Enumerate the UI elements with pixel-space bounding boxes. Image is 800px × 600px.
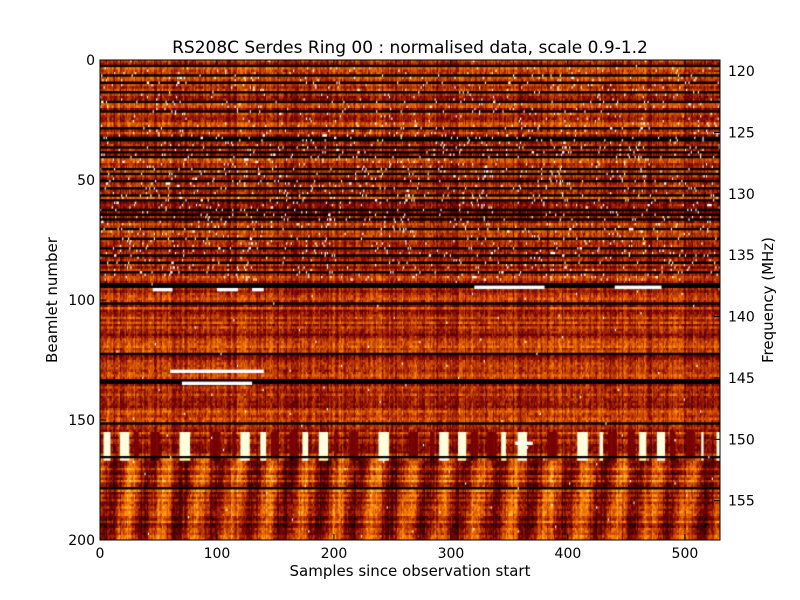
y-tick-label: 150 <box>68 413 95 429</box>
heatmap-canvas <box>100 60 720 540</box>
x-tick-label: 0 <box>96 546 105 562</box>
chart-title: RS208C Serdes Ring 00 : normalised data,… <box>172 38 648 58</box>
x-tick-label: 300 <box>438 546 465 562</box>
x-tick-label: 500 <box>672 546 699 562</box>
y-tick-label: 200 <box>68 533 95 549</box>
x-tick-label: 400 <box>555 546 582 562</box>
y-axis: 0 50 100 150 200 <box>68 53 106 549</box>
y-tick-label: 0 <box>86 53 95 69</box>
y2-tick-label: 140 <box>728 310 755 326</box>
x-tick-label: 100 <box>204 546 231 562</box>
x-axis-label: Samples since observation start <box>290 562 531 580</box>
y-axis-label: Beamlet number <box>43 236 61 363</box>
y-tick-label: 100 <box>68 293 95 309</box>
y2-tick-label: 130 <box>728 187 755 203</box>
y2-axis-label: Frequency (MHz) <box>759 237 777 363</box>
heatmap-area <box>100 60 720 540</box>
y2-tick-label: 150 <box>728 432 755 448</box>
y2-tick-label: 145 <box>728 371 755 387</box>
y2-tick-label: 135 <box>728 248 755 264</box>
y-tick-label: 50 <box>77 173 95 189</box>
x-tick-label: 200 <box>321 546 348 562</box>
y2-tick-label: 120 <box>728 64 755 80</box>
y2-tick-label: 155 <box>728 494 755 510</box>
y2-tick-label: 125 <box>728 125 755 141</box>
y2-axis: 120 125 130 135 140 145 150 155 <box>714 64 755 510</box>
x-axis: 0 100 200 300 400 500 <box>96 60 699 562</box>
